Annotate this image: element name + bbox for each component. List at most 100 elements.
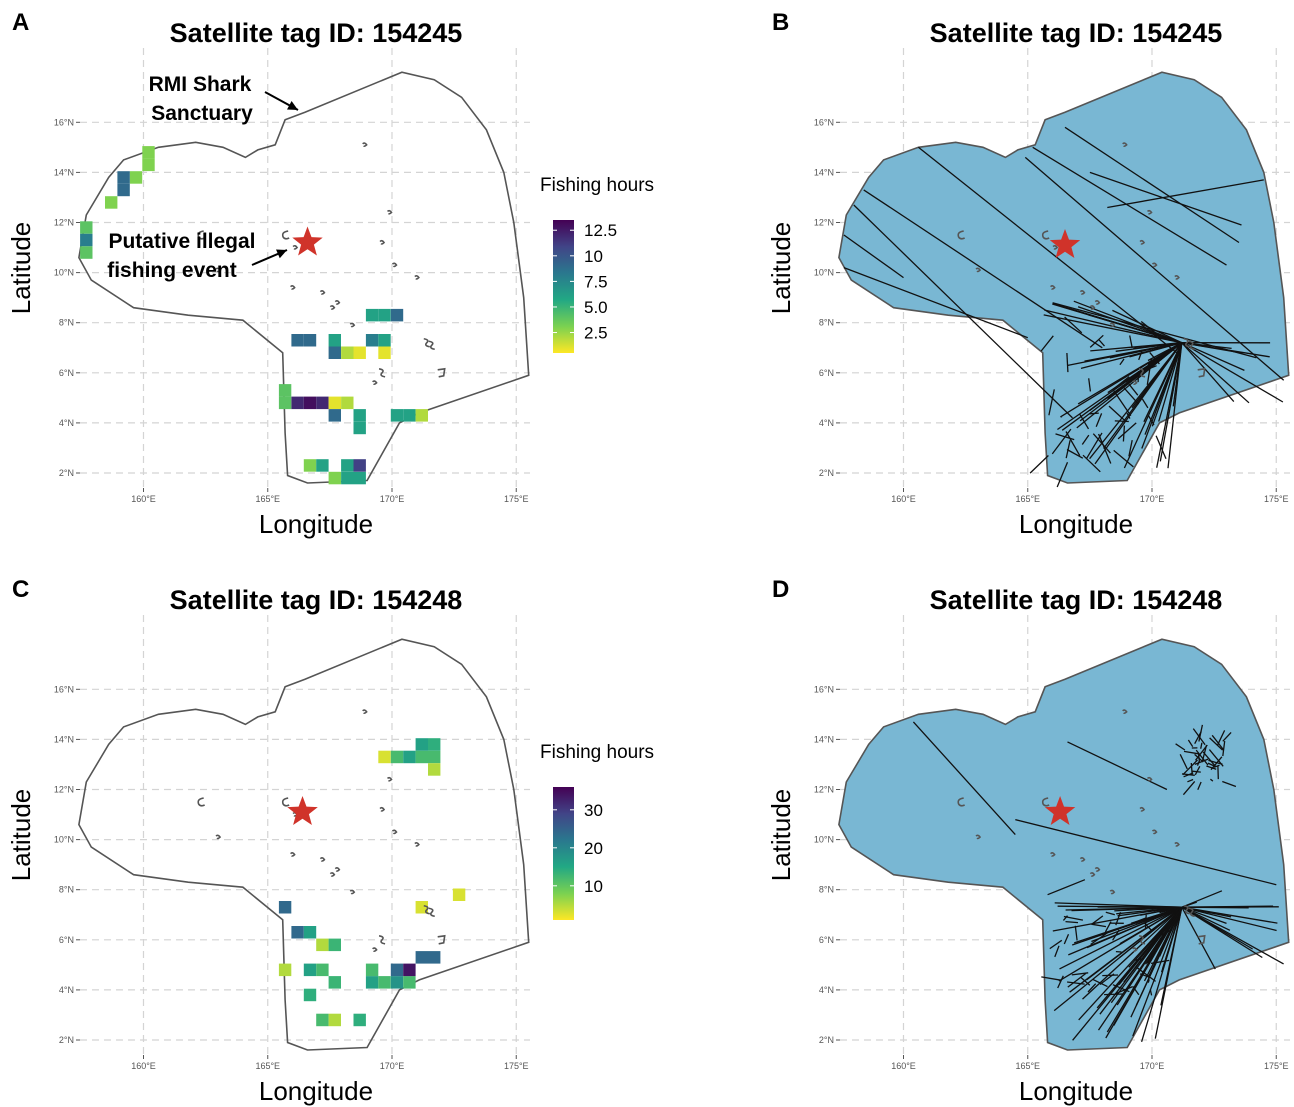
atoll-outline — [1094, 867, 1101, 872]
vessel-track — [1063, 915, 1084, 921]
y-tick-label: 12°N — [814, 785, 834, 795]
vessel-track — [1217, 730, 1226, 746]
panel-a: A Satellite tag ID: 154245 160°E 165°E 170°E… — [6, 9, 654, 539]
y-tick-label: 2°N — [819, 468, 834, 478]
vessel-track — [1158, 342, 1183, 422]
fishing-hours-cell — [341, 471, 354, 485]
fishing-hours-cell — [278, 901, 292, 914]
colorbar-label: 7.5 — [584, 272, 608, 291]
vessel-track — [1067, 981, 1085, 985]
fishing-hours-cell — [428, 750, 441, 764]
colorbar-label: 12.5 — [584, 221, 617, 240]
vessel-track — [1112, 309, 1183, 344]
fishing-hours-cell — [390, 308, 404, 322]
vessel-track — [1181, 906, 1278, 924]
atoll-outline — [1089, 872, 1096, 877]
gridlines — [80, 48, 530, 488]
atoll-outline — [1139, 806, 1146, 812]
panel-title: Satellite tag ID: 154245 — [930, 18, 1223, 48]
fishing-hours-cell — [403, 750, 416, 764]
colorbar-label: 30 — [584, 801, 603, 820]
vessel-track — [1067, 741, 1168, 791]
atoll-outline — [1188, 340, 1195, 351]
vessel-track — [1104, 993, 1123, 996]
vessel-track — [1091, 906, 1183, 943]
atoll-outline — [319, 290, 326, 295]
vessel-track — [1152, 928, 1173, 940]
vessel-track — [853, 204, 1073, 419]
vessel-track — [1150, 959, 1170, 965]
vessel-track — [1181, 906, 1216, 970]
y-tick-label: 10°N — [54, 268, 74, 278]
vessel-track — [1065, 431, 1081, 457]
vessel-track — [1068, 906, 1183, 956]
atoll-outline — [1146, 209, 1153, 215]
fishing-hours-cell — [117, 171, 130, 184]
atoll-outline — [391, 262, 398, 268]
atoll-outline — [1041, 230, 1050, 240]
panel-letter: C — [12, 576, 29, 603]
fishing-hours-cell — [378, 976, 391, 989]
fishing-hours-cell — [353, 471, 366, 485]
vessel-track — [1144, 914, 1147, 929]
atoll-outline — [414, 842, 420, 847]
atoll-outline — [197, 797, 206, 807]
atoll-outline — [1050, 285, 1056, 290]
vessel-track — [1209, 737, 1224, 751]
y-tick-label: 14°N — [54, 734, 74, 744]
fishing-hours-cell — [353, 1013, 366, 1027]
fishing-hours-cell — [353, 421, 366, 435]
fishing-hours-cell — [378, 308, 391, 322]
vessel-track — [1181, 906, 1231, 931]
x-axis-title: Longitude — [1019, 1076, 1133, 1106]
y-tick-label: 10°N — [814, 835, 834, 845]
panel-letter: A — [12, 9, 29, 36]
vessel-track — [1043, 314, 1182, 344]
y-axis-title: Latitude — [6, 789, 36, 882]
vessel-track — [1065, 920, 1079, 924]
atoll-outline — [378, 935, 386, 945]
vessel-track — [1069, 906, 1183, 993]
atoll-outline — [1183, 337, 1190, 348]
y-tick-label: 10°N — [814, 268, 834, 278]
y-tick-label: 8°N — [59, 885, 74, 895]
atoll-outline — [1197, 367, 1206, 378]
fishing-hours-cell — [365, 334, 379, 347]
atoll-outline — [1122, 142, 1128, 147]
atoll-outline — [391, 829, 398, 835]
vessel-track — [1055, 433, 1075, 441]
vessel-track — [1112, 929, 1120, 941]
vessel-track — [1048, 389, 1055, 416]
fishing-hours-cell — [316, 963, 329, 977]
fishing-hours-cell — [303, 459, 317, 472]
y-tick-label: 8°N — [819, 885, 834, 895]
vessel-track — [1202, 751, 1217, 768]
vessel-track — [1066, 448, 1084, 459]
vessel-track — [1049, 939, 1063, 950]
atolls — [197, 142, 446, 385]
axis-ticks: 160°E 165°E 170°E 175°E 2°N 4°N 6°N 8°N 10°N 12°N… — [54, 684, 529, 1071]
x-axis-title: Longitude — [1019, 509, 1133, 539]
atoll-outline — [1089, 305, 1096, 310]
x-tick-label: 165°E — [1015, 494, 1040, 504]
vessel-track — [1097, 433, 1112, 464]
x-tick-label: 175°E — [1264, 1061, 1289, 1071]
vessel-track — [843, 234, 904, 279]
fishing-hours-cell — [378, 334, 391, 347]
vessel-track — [1079, 413, 1090, 430]
vessel-track — [1147, 414, 1155, 426]
vessel-track — [1141, 342, 1183, 449]
colorbar — [553, 220, 574, 353]
vessel-track — [843, 266, 1029, 339]
atoll-outline — [1151, 829, 1158, 835]
fishing-hours-cell — [341, 346, 354, 359]
fishing-hours-cell — [328, 471, 341, 485]
vessel-track — [1197, 781, 1202, 791]
vessel-track — [1115, 911, 1122, 926]
vessel-track — [1181, 342, 1284, 403]
vessel-track — [1073, 906, 1183, 944]
fishing-hours-cell — [291, 396, 304, 410]
vessel-track — [1082, 906, 1183, 1000]
y-tick-label: 14°N — [814, 734, 834, 744]
vessel-track — [1051, 428, 1072, 455]
